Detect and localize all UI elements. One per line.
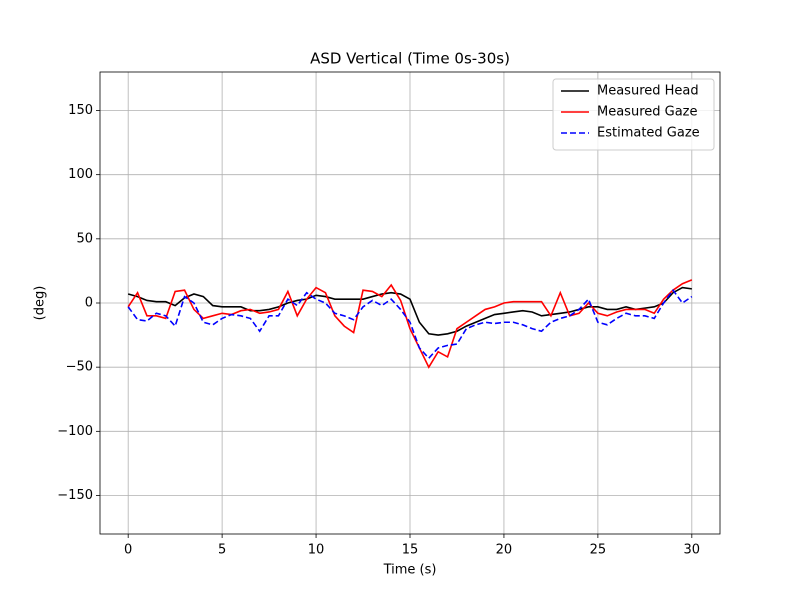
legend-label: Estimated Gaze <box>597 126 700 141</box>
y-tick-label: −50 <box>66 360 93 375</box>
legend: Measured Head Measured Gaze Estimated Gaze <box>552 78 715 151</box>
x-tick-label: 5 <box>218 543 226 558</box>
x-axis-label: Time (s) <box>383 563 437 578</box>
y-tick-label: −150 <box>57 488 93 503</box>
y-tick-label: 100 <box>68 167 93 182</box>
x-tick-label: 15 <box>402 543 419 558</box>
data-line <box>127 279 693 369</box>
x-tick-label: 10 <box>308 543 325 558</box>
data-line <box>127 286 692 336</box>
data-line <box>127 288 693 360</box>
plot-frame <box>99 71 721 535</box>
y-tick-label: 50 <box>76 231 93 246</box>
y-tick-label: 150 <box>68 103 93 118</box>
y-axis-label: (deg) <box>33 286 48 321</box>
legend-box <box>552 78 715 151</box>
chart-title: ASD Vertical (Time 0s-30s) <box>310 50 510 68</box>
x-tick-label: 25 <box>590 543 607 558</box>
y-tick-label: 0 <box>85 296 93 311</box>
x-tick-label: 0 <box>124 543 132 558</box>
y-tick-label: −100 <box>57 424 93 439</box>
legend-label: Measured Gaze <box>597 105 698 120</box>
x-tick-label: 30 <box>684 543 701 558</box>
legend-label: Measured Head <box>597 84 699 99</box>
x-tick-label: 20 <box>496 543 513 558</box>
